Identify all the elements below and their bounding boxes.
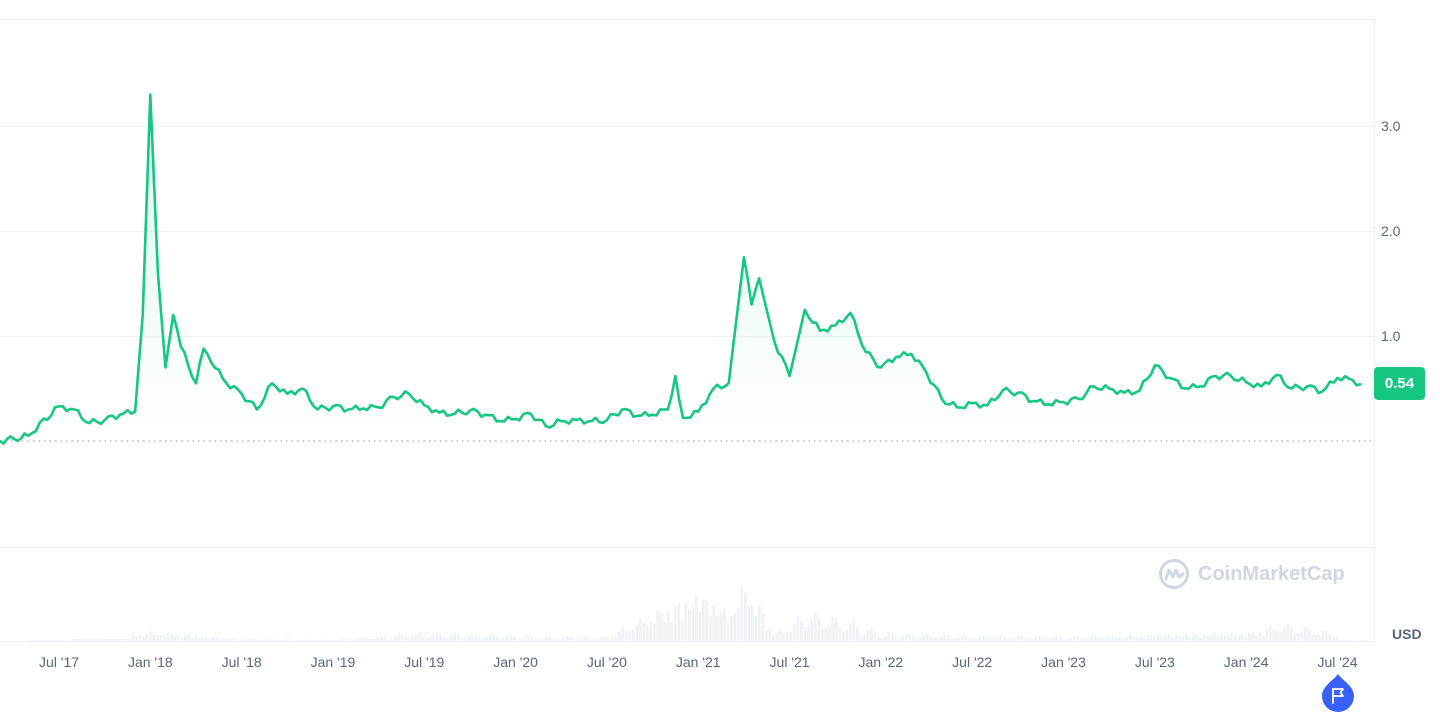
y-tick-label: 3.0 (1381, 118, 1401, 134)
x-tick-label: Jan '21 (675, 654, 721, 670)
currency-label: USD (1392, 626, 1422, 642)
coinmarketcap-logo-icon (1159, 559, 1189, 589)
price-line (0, 93, 1362, 445)
price-area (0, 94, 1361, 444)
x-tick-label: Jul '24 (1317, 654, 1358, 670)
x-tick-label: Jan '22 (858, 654, 904, 670)
x-tick-label: Jul '19 (404, 654, 445, 670)
x-tick-label: Jan '24 (1223, 654, 1269, 670)
x-tick-label: Jan '23 (1041, 654, 1086, 670)
y-gridlines (0, 126, 1374, 337)
x-tick-label: Jan '20 (493, 654, 538, 670)
x-tick-label: Jan '18 (127, 654, 173, 670)
plot-frame (0, 19, 1375, 642)
watermark-text: CoinMarketCap (1198, 562, 1345, 585)
x-tick-label: Jul '17 (38, 654, 80, 670)
x-tick-label: Jul '23 (1134, 654, 1175, 670)
x-tick-label: Jul '18 (221, 654, 262, 670)
current-price-tag: 0.54 (1374, 367, 1425, 400)
x-tick-label: Jul '20 (586, 654, 627, 670)
y-tick-label: 2.0 (1381, 223, 1401, 239)
y-tick-label: 1.0 (1381, 328, 1401, 344)
x-tick-label: Jan '19 (310, 654, 356, 670)
flag-icon (1332, 688, 1344, 704)
volume-bars (30, 586, 1370, 641)
x-tick-label: Jul '22 (952, 654, 993, 670)
x-tick-label: Jul '21 (769, 654, 810, 670)
event-flag-marker[interactable] (1321, 672, 1355, 712)
coinmarketcap-watermark: CoinMarketCap (1158, 558, 1345, 590)
